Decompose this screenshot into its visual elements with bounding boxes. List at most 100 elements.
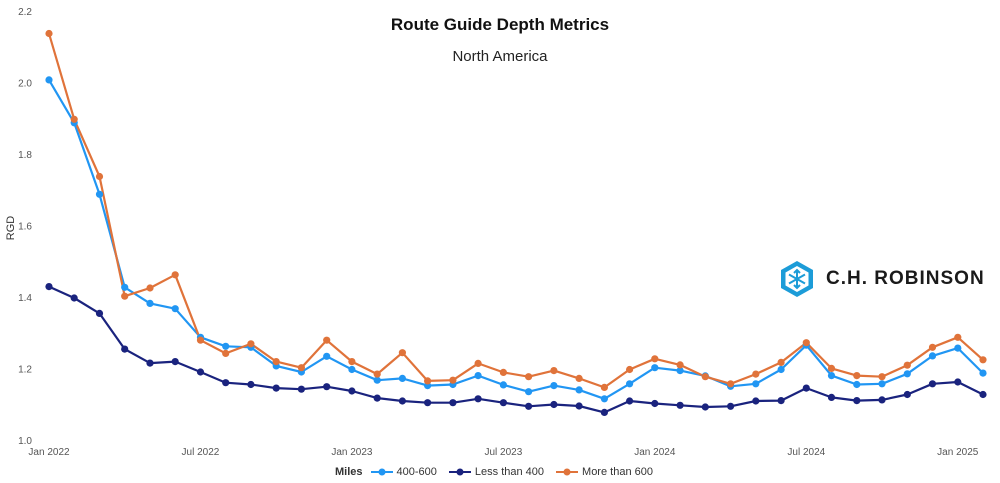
- data-point-less-than-400[interactable]: [196, 368, 205, 376]
- data-point-more-than-600[interactable]: [600, 383, 609, 391]
- data-point-400-600[interactable]: [752, 380, 760, 388]
- data-point-400-600[interactable]: [398, 374, 406, 382]
- data-point-more-than-600[interactable]: [45, 29, 53, 38]
- data-point-400-600[interactable]: [878, 380, 886, 388]
- data-point-more-than-600[interactable]: [651, 355, 659, 363]
- data-point-less-than-400[interactable]: [676, 401, 684, 409]
- data-point-more-than-600[interactable]: [928, 343, 937, 351]
- data-point-400-600[interactable]: [525, 388, 533, 396]
- data-point-more-than-600[interactable]: [777, 358, 785, 366]
- data-point-400-600[interactable]: [626, 380, 634, 388]
- data-point-more-than-600[interactable]: [373, 370, 381, 378]
- data-point-400-600[interactable]: [575, 386, 583, 394]
- data-point-400-600[interactable]: [550, 382, 558, 390]
- data-point-more-than-600[interactable]: [272, 358, 280, 366]
- data-point-less-than-400[interactable]: [70, 294, 78, 302]
- data-point-more-than-600[interactable]: [802, 339, 810, 347]
- data-point-more-than-600[interactable]: [954, 333, 962, 341]
- data-point-more-than-600[interactable]: [323, 336, 331, 344]
- data-point-400-600[interactable]: [777, 365, 785, 374]
- data-point-less-than-400[interactable]: [954, 378, 962, 386]
- data-point-more-than-600[interactable]: [297, 364, 305, 372]
- data-point-more-than-600[interactable]: [247, 340, 255, 348]
- data-point-less-than-400[interactable]: [752, 397, 760, 405]
- data-point-400-600[interactable]: [146, 299, 154, 307]
- data-point-more-than-600[interactable]: [348, 358, 356, 366]
- data-point-less-than-400[interactable]: [297, 385, 305, 393]
- data-point-400-600[interactable]: [600, 395, 609, 403]
- data-point-less-than-400[interactable]: [701, 403, 709, 411]
- legend-item-less-than-400[interactable]: Less than 400: [448, 466, 544, 478]
- data-point-less-than-400[interactable]: [878, 396, 886, 404]
- data-point-more-than-600[interactable]: [171, 271, 179, 279]
- data-point-less-than-400[interactable]: [499, 399, 507, 407]
- data-point-more-than-600[interactable]: [676, 361, 684, 369]
- data-point-more-than-600[interactable]: [474, 359, 482, 367]
- data-point-400-600[interactable]: [373, 376, 381, 384]
- data-point-more-than-600[interactable]: [853, 372, 861, 380]
- data-point-less-than-400[interactable]: [398, 397, 406, 405]
- data-point-more-than-600[interactable]: [449, 376, 457, 384]
- data-point-more-than-600[interactable]: [575, 374, 583, 382]
- data-point-more-than-600[interactable]: [878, 373, 886, 381]
- data-point-more-than-600[interactable]: [121, 292, 129, 300]
- data-point-less-than-400[interactable]: [853, 397, 861, 405]
- data-point-more-than-600[interactable]: [752, 370, 760, 378]
- data-point-less-than-400[interactable]: [550, 400, 558, 409]
- data-point-400-600[interactable]: [499, 381, 507, 389]
- data-point-400-600[interactable]: [95, 190, 104, 198]
- data-point-400-600[interactable]: [903, 370, 911, 378]
- data-point-more-than-600[interactable]: [701, 373, 709, 381]
- data-point-less-than-400[interactable]: [449, 399, 457, 407]
- data-point-less-than-400[interactable]: [979, 390, 987, 399]
- data-point-less-than-400[interactable]: [474, 395, 482, 403]
- data-point-more-than-600[interactable]: [196, 336, 205, 344]
- data-point-400-600[interactable]: [954, 344, 962, 352]
- data-point-more-than-600[interactable]: [550, 367, 558, 375]
- data-point-more-than-600[interactable]: [222, 349, 230, 357]
- data-point-less-than-400[interactable]: [121, 345, 129, 353]
- data-point-400-600[interactable]: [171, 305, 179, 313]
- data-point-400-600[interactable]: [45, 76, 53, 84]
- data-point-more-than-600[interactable]: [146, 284, 154, 292]
- data-point-400-600[interactable]: [222, 342, 230, 350]
- data-point-400-600[interactable]: [979, 369, 987, 377]
- data-point-less-than-400[interactable]: [626, 397, 634, 405]
- data-point-400-600[interactable]: [651, 364, 659, 372]
- data-point-400-600[interactable]: [928, 352, 937, 360]
- data-point-less-than-400[interactable]: [323, 383, 331, 391]
- data-point-more-than-600[interactable]: [95, 172, 104, 181]
- data-point-less-than-400[interactable]: [247, 380, 255, 389]
- data-point-less-than-400[interactable]: [424, 399, 432, 407]
- data-point-400-600[interactable]: [853, 380, 861, 389]
- data-point-more-than-600[interactable]: [70, 115, 78, 123]
- data-point-less-than-400[interactable]: [575, 402, 583, 410]
- data-point-400-600[interactable]: [348, 365, 356, 374]
- data-point-more-than-600[interactable]: [979, 356, 987, 364]
- data-point-more-than-600[interactable]: [424, 377, 432, 385]
- legend-item-more-than-600[interactable]: More than 600: [556, 466, 653, 478]
- data-point-less-than-400[interactable]: [45, 283, 53, 291]
- data-point-less-than-400[interactable]: [727, 402, 735, 410]
- data-point-more-than-600[interactable]: [727, 380, 735, 388]
- data-point-400-600[interactable]: [474, 372, 482, 380]
- legend-item-400-600[interactable]: 400-600: [370, 466, 437, 478]
- data-point-less-than-400[interactable]: [222, 379, 230, 387]
- data-point-more-than-600[interactable]: [827, 364, 836, 372]
- data-point-less-than-400[interactable]: [600, 408, 609, 416]
- data-point-less-than-400[interactable]: [903, 390, 911, 399]
- data-point-less-than-400[interactable]: [373, 394, 381, 402]
- data-point-more-than-600[interactable]: [903, 361, 911, 369]
- data-point-400-600[interactable]: [121, 283, 129, 291]
- data-point-less-than-400[interactable]: [146, 359, 154, 367]
- data-point-more-than-600[interactable]: [499, 368, 507, 376]
- data-point-less-than-400[interactable]: [651, 399, 659, 408]
- data-point-less-than-400[interactable]: [525, 402, 533, 410]
- data-point-less-than-400[interactable]: [777, 397, 785, 405]
- data-point-less-than-400[interactable]: [928, 380, 937, 388]
- data-point-less-than-400[interactable]: [827, 393, 836, 401]
- data-point-less-than-400[interactable]: [171, 358, 179, 366]
- data-point-400-600[interactable]: [323, 352, 331, 360]
- data-point-less-than-400[interactable]: [348, 387, 356, 395]
- data-point-less-than-400[interactable]: [802, 384, 810, 392]
